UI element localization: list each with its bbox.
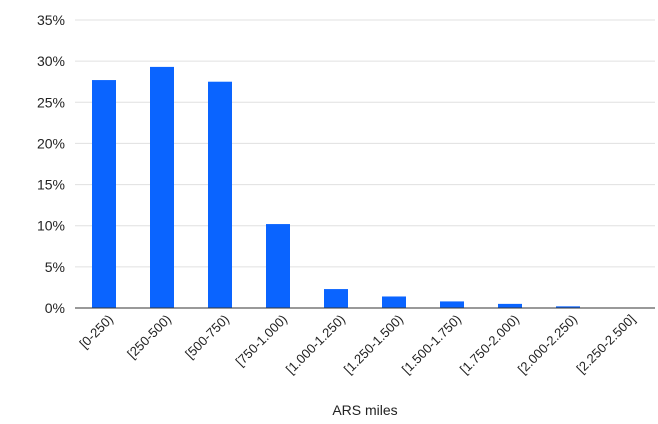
y-tick-label: 5% — [45, 259, 65, 275]
x-axis-tick-labels: [0-250) [250-500) [500-750) [750-1.000)[1.0… — [76, 312, 638, 377]
bar — [208, 81, 232, 308]
bar — [150, 66, 174, 308]
y-tick-label: 30% — [37, 53, 65, 69]
x-tick-label: [0-250) — [76, 312, 116, 352]
x-axis-title: ARS miles — [332, 402, 397, 418]
bar — [440, 301, 464, 308]
x-tick-label: [500-750) — [182, 312, 232, 362]
x-tick-label: [1.750-2.000) — [457, 312, 522, 377]
bar — [556, 306, 580, 308]
x-tick-label: [2.250-2.500] — [573, 312, 638, 377]
y-tick-label: 0% — [45, 300, 65, 316]
x-tick-label: [1.500-1.750) — [399, 312, 464, 377]
y-axis-tick-labels: 0% 5% 10% 15% 20% 25% 30% 35% — [37, 12, 65, 316]
y-tick-label: 10% — [37, 218, 65, 234]
bar — [92, 80, 116, 308]
x-tick-label: [1.000-1.250) — [283, 312, 348, 377]
x-tick-label: [2.000-2.250) — [515, 312, 580, 377]
y-tick-label: 25% — [37, 94, 65, 110]
x-tick-label: [750-1.000) — [232, 312, 290, 370]
x-tick-label: [250-500) — [124, 312, 174, 362]
y-tick-label: 35% — [37, 12, 65, 28]
bar — [498, 303, 522, 308]
y-tick-label: 15% — [37, 177, 65, 193]
bars — [92, 66, 580, 308]
y-tick-label: 20% — [37, 135, 65, 151]
x-tick-label: [1.250-1.500) — [341, 312, 406, 377]
bar — [266, 224, 290, 308]
bar — [382, 296, 406, 308]
bar — [324, 289, 348, 308]
